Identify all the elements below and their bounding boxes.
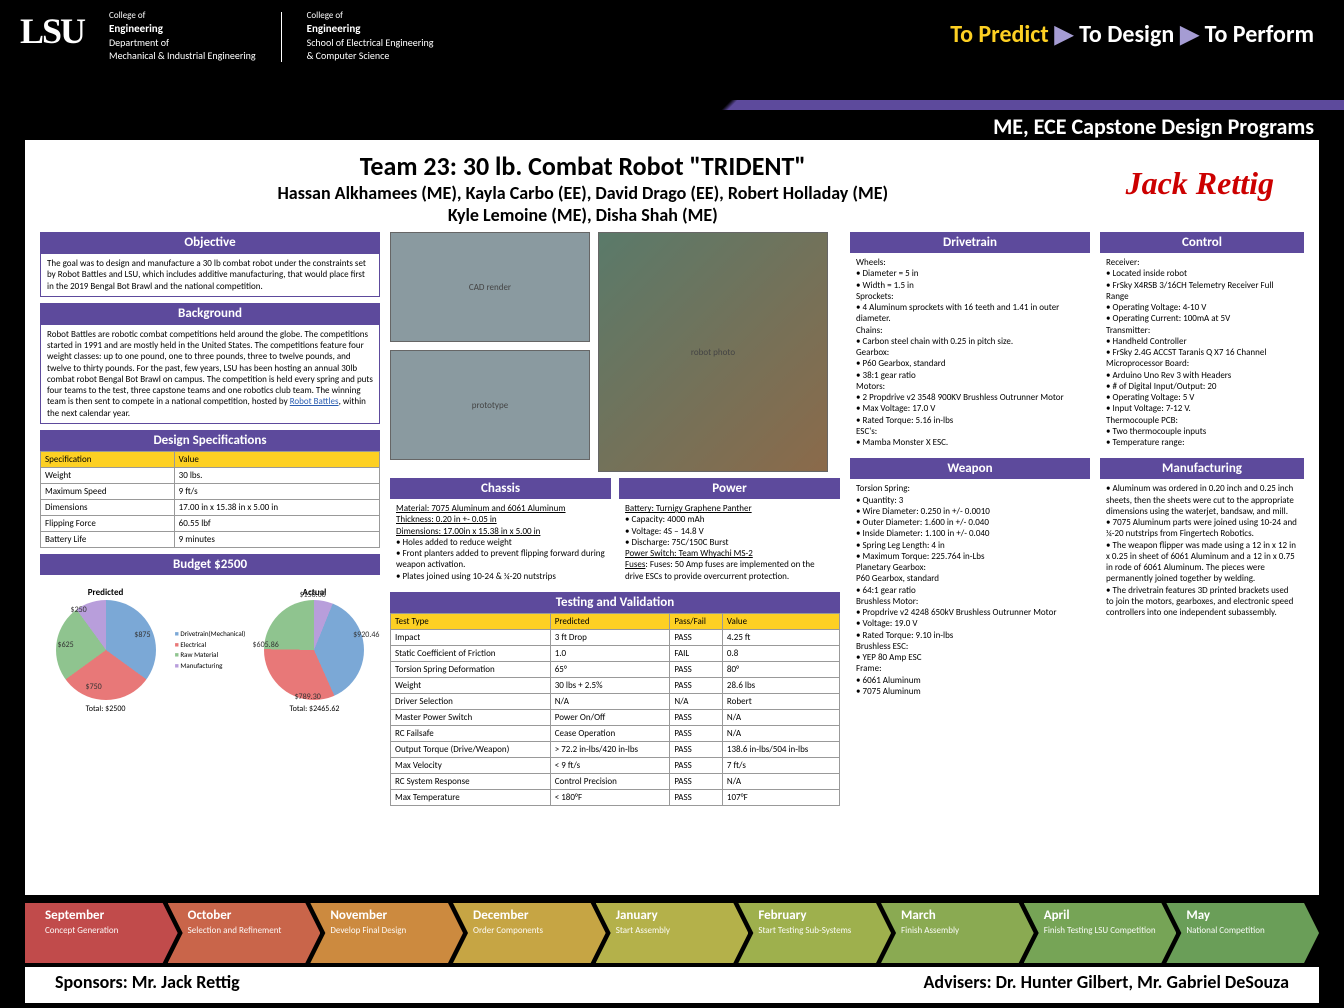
authors-line1: Hassan Alkhamees (ME), Kayla Carbo (EE),… xyxy=(40,182,1126,204)
power-header: Power xyxy=(619,478,840,499)
chassis-body: Material: 7075 Aluminum and 6061 Aluminu… xyxy=(390,499,611,586)
weapon-body: Torsion Spring: • Quantity: 3 • Wire Dia… xyxy=(850,479,1090,701)
timeline: SeptemberConcept GenerationOctoberSelect… xyxy=(25,903,1319,963)
drivetrain-header: Drivetrain xyxy=(850,232,1090,253)
chassis-header: Chassis xyxy=(390,478,611,499)
control-header: Control xyxy=(1100,232,1304,253)
purple-bar xyxy=(0,100,1344,110)
sponsor-logo: Jack Rettig xyxy=(1126,150,1304,202)
pie-predicted: $875 $750 $625 $250 xyxy=(56,600,156,700)
objective-header: Objective xyxy=(40,232,380,253)
robot-photo: robot photo xyxy=(598,232,828,472)
content: Team 23: 30 lb. Combat Robot "TRIDENT" H… xyxy=(25,140,1319,895)
specs-header: Design Specifications xyxy=(40,430,380,451)
poster-title: Team 23: 30 lb. Combat Robot "TRIDENT" xyxy=(40,150,1126,182)
weapon-header: Weapon xyxy=(850,458,1090,479)
testing-table: Test TypePredictedPass/FailValue Impact3… xyxy=(390,613,840,806)
specs-table: SpecificationValue Weight30 lbs.Maximum … xyxy=(40,451,380,548)
background-body: Robot Battles are robotic combat competi… xyxy=(40,324,380,424)
background-header: Background xyxy=(40,303,380,324)
program-subhead: ME, ECE Capstone Design Programs xyxy=(993,113,1314,140)
robot-battles-link[interactable]: Robot Battles xyxy=(290,396,339,407)
cad-image: CAD render xyxy=(390,232,590,342)
authors-line2: Kyle Lemoine (ME), Disha Shah (ME) xyxy=(40,204,1126,226)
power-body: Battery: Turnigy Graphene Panther • Capa… xyxy=(619,499,840,586)
testing-header: Testing and Validation xyxy=(390,592,840,613)
prototype-image: prototype xyxy=(390,350,590,460)
sponsors-text: Sponsors: Mr. Jack Rettig xyxy=(55,971,240,993)
budget-pies: Predicted $875 $750 $625 $250 Total: $25… xyxy=(46,579,374,722)
control-body: Receiver: • Located inside robot • FrSky… xyxy=(1100,253,1304,452)
dept-mie: College of Engineering Department of Mec… xyxy=(109,10,256,62)
manufacturing-body: • Aluminum was ordered in 0.20 inch and … xyxy=(1100,479,1304,622)
pie-actual: $150.00 $920.46 $789.30 $605.86 xyxy=(264,600,364,700)
footer: Sponsors: Mr. Jack Rettig Advisers: Dr. … xyxy=(25,967,1319,1003)
tagline: To Predict▶To Design▶To Perform xyxy=(950,20,1314,49)
header: LSU College of Engineering Department of… xyxy=(0,0,1344,140)
advisers-text: Advisers: Dr. Hunter Gilbert, Mr. Gabrie… xyxy=(924,971,1290,993)
budget-header: Budget $2500 xyxy=(40,554,380,575)
manufacturing-header: Manufacturing xyxy=(1100,458,1304,479)
dept-ece: College of Engineering School of Electri… xyxy=(307,10,434,62)
objective-body: The goal was to design and manufacture a… xyxy=(40,253,380,297)
lsu-logo: LSU xyxy=(20,10,84,52)
budget-legend: Drivetrain(Mechanical) Electrical Raw Ma… xyxy=(175,630,246,671)
poster: LSU College of Engineering Department of… xyxy=(0,0,1344,1008)
drivetrain-body: Wheels: • Diameter = 5 in • Width = 1.5 … xyxy=(850,253,1090,452)
